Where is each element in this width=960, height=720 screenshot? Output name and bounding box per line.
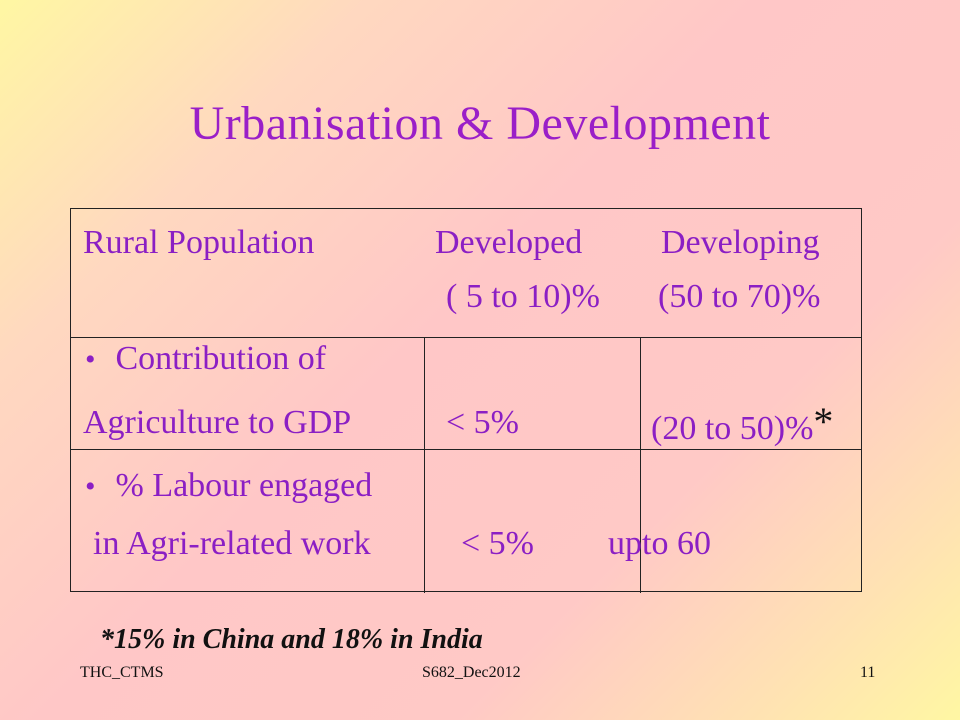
column-divider <box>640 337 641 593</box>
bullet-icon: • <box>85 343 96 376</box>
labour-label-line1: • % Labour engaged <box>85 469 372 503</box>
bullet-icon: • <box>85 470 96 503</box>
footer-center: S682_Dec2012 <box>422 664 521 681</box>
slide-title: Urbanisation & Development <box>189 97 771 150</box>
footnote: *15% in China and 18% in India <box>100 624 483 655</box>
rural-developed-value: ( 5 to 10)% <box>446 278 600 315</box>
data-table: Rural Population Developed Developing ( … <box>70 208 862 593</box>
footnote-marker: * <box>813 399 834 444</box>
gdp-label-line2: Agriculture to GDP <box>83 404 352 441</box>
row-divider <box>71 449 861 450</box>
gdp-developing-value: (20 to 50)%* <box>651 402 833 447</box>
developing-header: Developing <box>661 224 820 261</box>
page-number: 11 <box>860 664 876 681</box>
rural-developing-value: (50 to 70)% <box>658 278 821 315</box>
gdp-developing-text: (20 to 50)% <box>651 410 814 447</box>
labour-developing-value: upto 60 <box>608 525 711 562</box>
labour-label-line2: in Agri-related work <box>93 525 371 562</box>
gdp-developed-value: < 5% <box>446 404 519 441</box>
column-divider <box>424 337 425 593</box>
footer-left: THC_CTMS <box>80 664 164 681</box>
rural-population-label: Rural Population <box>83 224 315 261</box>
labour-developed-value: < 5% <box>461 525 534 562</box>
gdp-label-line1: • Contribution of <box>85 342 326 376</box>
gdp-label-text: Contribution of <box>115 340 327 377</box>
developed-header: Developed <box>435 224 583 261</box>
row-divider <box>71 337 861 338</box>
labour-label-text: % Labour engaged <box>115 467 373 504</box>
